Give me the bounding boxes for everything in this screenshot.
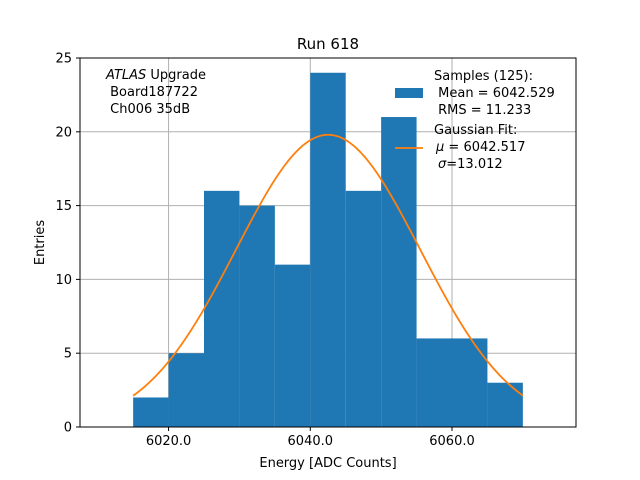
histogram-bar (274, 264, 311, 427)
legend-fit-sigma: σ=13.012 (438, 157, 503, 172)
y-tick-label: 15 (55, 199, 72, 214)
legend-samples-title: Samples (125): (434, 69, 533, 84)
plot-frame (79, 57, 577, 428)
y-ticks: 0 5 10 15 20 25 (55, 52, 80, 436)
x-axis-label: Energy [ADC Counts] (259, 456, 396, 471)
annotation-upgrade: Upgrade (146, 68, 206, 83)
atlas-annotation: ATLAS Upgrade Board187722 Ch006 35dB (105, 68, 206, 117)
annotation-atlas: ATLAS (105, 68, 146, 83)
histogram-bar (168, 353, 204, 427)
histogram-bar (487, 382, 523, 427)
annotation-line-1: ATLAS Upgrade (105, 68, 206, 83)
x-tick-label: 6060.0 (429, 434, 475, 449)
histogram-bar (452, 338, 488, 427)
legend-fit-mu: μ = 6042.517 (435, 140, 525, 155)
histogram-bar (381, 117, 417, 427)
legend-samples-rms: RMS = 11.233 (434, 103, 531, 118)
histogram-bar (239, 205, 275, 427)
x-tick-label: 6040.0 (288, 434, 334, 449)
x-ticks: 6020.0 6040.0 6060.0 (146, 427, 475, 449)
y-tick-label: 10 (55, 273, 72, 288)
legend-fit-title: Gaussian Fit: (434, 123, 517, 138)
histogram-bar (416, 338, 452, 427)
histogram-bars (133, 72, 523, 427)
fit-curve (132, 133, 524, 397)
annotation-channel: Ch006 35dB (106, 102, 190, 117)
mu-value: = 6042.517 (444, 140, 525, 155)
y-tick-label: 5 (64, 347, 72, 362)
legend: Samples (125): Mean = 6042.529 RMS = 11.… (395, 69, 555, 172)
gaussian-fit (132, 133, 524, 397)
histogram-bar (310, 72, 346, 427)
legend-samples-mean: Mean = 6042.529 (434, 86, 555, 101)
mu-symbol: μ (435, 140, 444, 155)
chart-title: Run 618 (297, 35, 359, 53)
y-tick-label: 20 (55, 125, 72, 140)
x-tick-label: 6020.0 (146, 434, 192, 449)
histogram-bar (133, 397, 169, 427)
legend-samples-swatch (395, 88, 423, 98)
y-tick-label: 25 (55, 52, 72, 67)
y-axis-label: Entries (33, 220, 48, 266)
histogram-bar (204, 190, 240, 427)
histogram-bar (345, 190, 382, 427)
y-tick-label: 0 (64, 421, 72, 436)
annotation-board: Board187722 (106, 85, 198, 100)
sigma-symbol: σ (438, 157, 447, 172)
sigma-value: =13.012 (446, 157, 502, 172)
